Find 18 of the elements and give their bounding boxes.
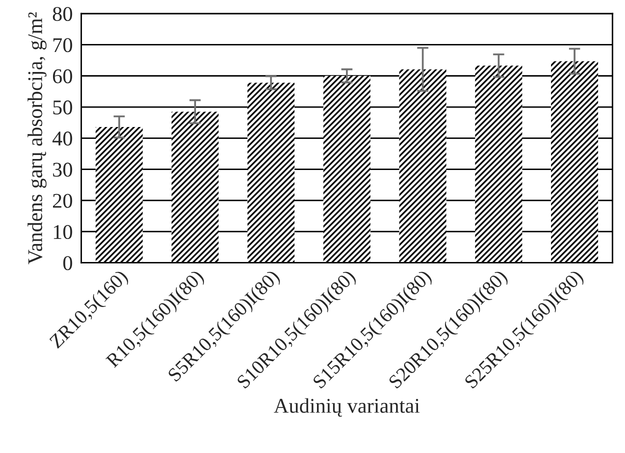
y-tick-label: 50 [53,100,72,114]
bar [172,112,219,263]
bar [399,69,446,263]
y-tick-label: 10 [54,224,72,240]
y-tick-label: 80 [52,6,72,22]
y-tick-label: 70 [53,38,72,52]
y-axis-title: Vandens garų absorbcija, g/m² [28,12,47,264]
bar [247,82,295,263]
y-tick-label: 40 [52,132,72,146]
y-tick-label: 0 [63,256,72,270]
y-tick-label: 20 [53,194,72,208]
bar [475,66,522,263]
y-tick-label: 30 [53,162,72,177]
bar [551,61,598,263]
y-tick-label: 60 [52,69,72,84]
x-axis-title: Audinių variantai [274,398,420,417]
bar [323,76,370,263]
bar [96,126,143,263]
